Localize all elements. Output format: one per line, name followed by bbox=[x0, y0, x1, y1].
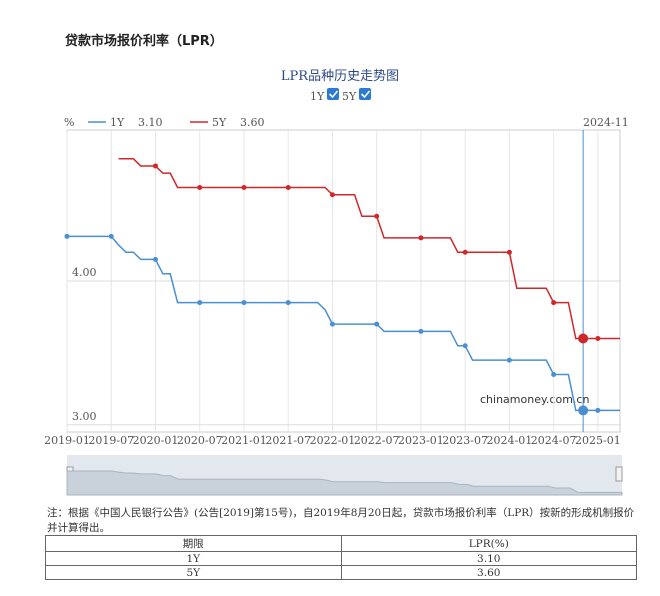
point bbox=[241, 300, 247, 306]
x-tick-label: 2020-01 bbox=[133, 434, 179, 447]
x-tick-label: 2024-07 bbox=[531, 434, 577, 447]
table-header: LPR(%) bbox=[340, 535, 637, 552]
checkbox-label: 5Y bbox=[342, 90, 357, 103]
page-title: 贷款市场报价利率（LPR） bbox=[65, 34, 223, 49]
x-tick-label: 2023-01 bbox=[398, 434, 444, 447]
x-tick-label: 2022-01 bbox=[310, 434, 356, 447]
point bbox=[285, 300, 291, 306]
x-tick-label: 2022-07 bbox=[354, 434, 400, 447]
cursor-point bbox=[578, 405, 589, 416]
point bbox=[595, 336, 601, 342]
point bbox=[285, 185, 291, 191]
point bbox=[64, 233, 70, 239]
point bbox=[197, 300, 203, 306]
navigator-handle[interactable] bbox=[615, 466, 623, 482]
point bbox=[329, 321, 335, 327]
x-tick-label: 2019-07 bbox=[88, 434, 134, 447]
point bbox=[462, 343, 468, 349]
checkbox[interactable] bbox=[327, 88, 339, 100]
legend-value: 3.10 bbox=[138, 116, 163, 129]
table-cell: 5Y bbox=[45, 565, 342, 580]
x-tick-label: 2021-01 bbox=[221, 434, 267, 447]
legend-value: 3.60 bbox=[240, 116, 265, 129]
chart: LPR品种历史走势图 % 2024-11 chinamoney.com.cn 2… bbox=[44, 68, 629, 496]
checkbox-label: 1Y bbox=[310, 90, 325, 103]
point bbox=[329, 192, 335, 198]
point bbox=[418, 328, 424, 334]
cursor-label: 2024-11 bbox=[583, 116, 629, 129]
point bbox=[374, 321, 380, 327]
point bbox=[152, 163, 158, 169]
x-tick-label: 2024-01 bbox=[487, 434, 533, 447]
table-cell: 1Y bbox=[45, 551, 342, 566]
point bbox=[241, 185, 247, 191]
y-unit: % bbox=[64, 116, 74, 129]
checkbox-tick bbox=[360, 90, 371, 99]
table-header: 期限 bbox=[45, 535, 342, 552]
y-tick-label: 4.00 bbox=[72, 266, 97, 279]
point bbox=[197, 185, 203, 191]
point bbox=[551, 371, 557, 377]
legend-label: 5Y bbox=[212, 116, 227, 129]
point bbox=[595, 407, 601, 413]
table: 期限 LPR(%) 1Y 3.10 5Y 3.60 bbox=[45, 535, 637, 580]
point bbox=[506, 249, 512, 255]
series-line bbox=[118, 158, 620, 340]
point bbox=[108, 233, 114, 239]
point bbox=[506, 357, 512, 363]
x-tick-label: 2020-07 bbox=[177, 434, 223, 447]
point bbox=[462, 249, 468, 255]
x-tick-label: 2021-07 bbox=[265, 434, 311, 447]
x-tick-label: 2023-07 bbox=[442, 434, 488, 447]
chart-title: LPR品种历史走势图 bbox=[281, 68, 399, 84]
table-cell: 3.10 bbox=[340, 551, 637, 566]
y-tick-label: 3.00 bbox=[72, 410, 97, 423]
cursor-point bbox=[578, 333, 589, 344]
legend-label: 1Y bbox=[110, 116, 125, 129]
point bbox=[418, 235, 424, 241]
table-cell: 3.60 bbox=[340, 565, 637, 580]
point bbox=[152, 256, 158, 262]
navigator-area bbox=[66, 470, 623, 496]
checkbox-tick bbox=[328, 90, 339, 99]
watermark: chinamoney.com.cn bbox=[480, 393, 589, 406]
x-tick-label: 2019-01 bbox=[44, 434, 90, 447]
series-line bbox=[67, 235, 620, 412]
point bbox=[374, 213, 380, 219]
x-tick-label: 2025-01 bbox=[575, 434, 621, 447]
note: 注：根据《中国人民银行公告》(公告[2019]第15号)，自2019年8月20日… bbox=[47, 507, 635, 534]
checkbox[interactable] bbox=[359, 88, 371, 100]
point bbox=[551, 300, 557, 306]
